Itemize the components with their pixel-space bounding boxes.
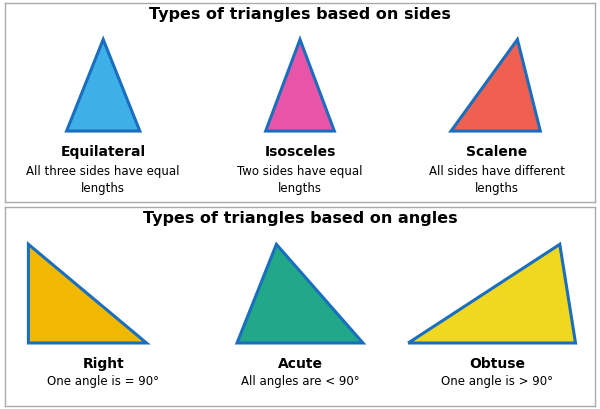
Text: One angle is > 90°: One angle is > 90° <box>441 375 553 388</box>
Text: Right: Right <box>82 357 124 371</box>
Text: Equilateral: Equilateral <box>61 145 146 159</box>
Polygon shape <box>451 40 540 131</box>
Polygon shape <box>408 244 575 343</box>
Text: Types of triangles based on sides: Types of triangles based on sides <box>149 7 451 22</box>
Text: Scalene: Scalene <box>466 145 527 159</box>
Text: One angle is = 90°: One angle is = 90° <box>47 375 159 388</box>
Polygon shape <box>67 40 140 131</box>
Polygon shape <box>28 244 146 343</box>
Text: Acute: Acute <box>277 357 323 371</box>
Text: All sides have different
lengths: All sides have different lengths <box>429 165 565 195</box>
Text: Types of triangles based on angles: Types of triangles based on angles <box>143 211 457 226</box>
Polygon shape <box>266 40 334 131</box>
Text: Isosceles: Isosceles <box>265 145 335 159</box>
Text: Obtuse: Obtuse <box>469 357 525 371</box>
Text: All three sides have equal
lengths: All three sides have equal lengths <box>26 165 180 195</box>
Polygon shape <box>237 244 363 343</box>
Text: All angles are < 90°: All angles are < 90° <box>241 375 359 388</box>
Text: Two sides have equal
lengths: Two sides have equal lengths <box>237 165 363 195</box>
